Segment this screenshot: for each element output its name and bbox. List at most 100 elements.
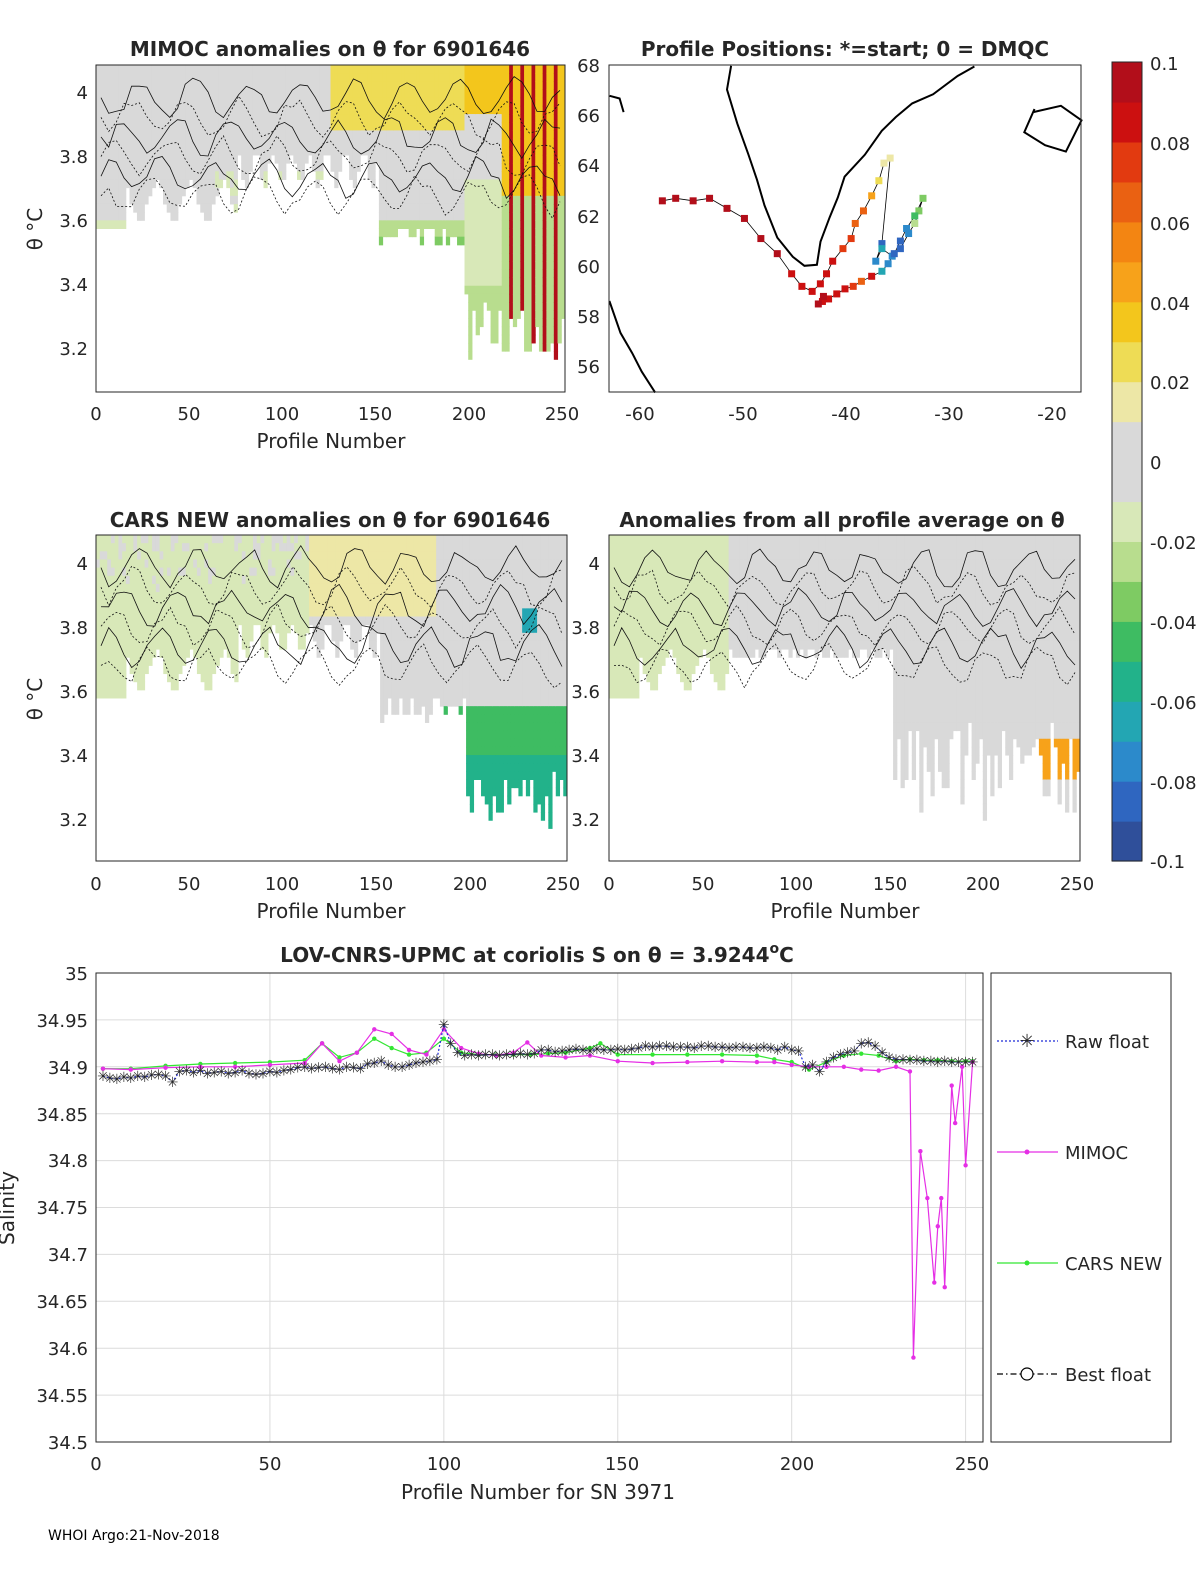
heatmap-cell: [544, 763, 549, 772]
heatmap-cell: [447, 592, 452, 601]
heatmap-cell: [99, 97, 104, 107]
heatmap-cell: [114, 689, 119, 699]
heatmap-cell: [404, 220, 410, 229]
heatmap-cell: [505, 203, 510, 213]
heatmap-cell: [438, 97, 443, 107]
heatmap-cell: [293, 73, 298, 82]
heatmap-cell: [540, 755, 546, 764]
heatmap-cell: [357, 567, 362, 577]
heatmap-cell: [443, 706, 448, 715]
heatmap-cell: [185, 65, 190, 74]
heatmap-cell: [495, 730, 501, 740]
heatmap-cell: [383, 575, 389, 585]
heatmap-cell: [308, 114, 313, 123]
heatmap-cell: [200, 657, 205, 666]
heatmap-cell: [483, 81, 488, 91]
heatmap-cell: [371, 130, 376, 140]
heatmap-cell: [498, 195, 503, 205]
heatmap-cell: [468, 73, 473, 82]
heatmap-cell: [471, 302, 477, 311]
heatmap-cell: [505, 334, 510, 344]
heatmap-cell: [428, 543, 433, 552]
heatmap-cell: [256, 122, 261, 131]
heatmap-cell: [417, 535, 422, 544]
heatmap-cell: [501, 261, 506, 270]
heatmap-cell: [178, 535, 183, 544]
heatmap-cell: [398, 640, 404, 650]
heatmap-cell: [434, 203, 439, 213]
heatmap-cell: [387, 657, 392, 666]
heatmap-cell: [507, 600, 512, 609]
heatmap-cell: [412, 65, 417, 74]
heatmap-cell: [475, 253, 480, 262]
heatmap-cell: [208, 535, 213, 544]
heatmap-cell: [245, 592, 250, 601]
heatmap-cell: [499, 567, 504, 577]
heatmap-cell: [148, 65, 153, 74]
heatmap-cell: [527, 220, 532, 229]
heatmap-cell: [244, 171, 250, 180]
heatmap-cell: [375, 105, 380, 115]
heatmap-cell: [447, 600, 452, 609]
heatmap-cell: [509, 163, 514, 172]
heatmap-cell: [204, 665, 209, 675]
heatmap-cell: [353, 551, 359, 560]
heatmap-cell: [309, 575, 314, 585]
heatmap-cell: [557, 244, 562, 254]
heatmap-cell: [542, 203, 547, 213]
heatmap-cell: [408, 187, 413, 197]
heatmap-cell: [524, 244, 529, 254]
heatmap-cell: [561, 179, 565, 189]
heatmap-cell: [483, 220, 488, 229]
heatmap-cell: [531, 220, 536, 229]
heatmap-cell: [524, 261, 529, 270]
heatmap-cell: [527, 236, 532, 246]
heatmap-cell: [163, 187, 168, 197]
heatmap-cell: [376, 543, 381, 552]
heatmap-cell: [122, 114, 127, 123]
heatmap-cell: [475, 285, 480, 295]
heatmap-cell: [96, 203, 101, 213]
heatmap-cell: [471, 65, 477, 74]
heatmap-cell: [529, 730, 534, 740]
heatmap-cell: [99, 130, 104, 140]
heatmap-cell: [533, 803, 538, 813]
heatmap-cell: [375, 138, 380, 148]
heatmap-cell: [468, 146, 473, 156]
heatmap-cell: [178, 543, 183, 552]
heatmap-cell: [473, 583, 478, 593]
profile-position-marker: [911, 219, 919, 227]
heatmap-cell: [125, 616, 131, 626]
heatmap-cell: [468, 195, 473, 205]
heatmap-cell: [341, 122, 346, 131]
heatmap-cell: [507, 730, 512, 740]
heatmap-cell: [445, 65, 451, 74]
heatmap-cell: [151, 81, 157, 91]
colorbar-fill: [1112, 62, 1142, 862]
heatmap-cell: [96, 681, 101, 691]
heatmap-cell: [349, 122, 354, 131]
heatmap-cell: [546, 195, 551, 205]
heatmap-cell: [413, 681, 418, 691]
heatmap-cell: [529, 698, 534, 707]
heatmap-cell: [509, 261, 514, 270]
heatmap-cell: [542, 318, 547, 328]
heatmap-cell: [166, 130, 171, 140]
heatmap-cell: [185, 535, 190, 544]
heatmap-cell: [503, 698, 508, 707]
heatmap-cell: [181, 114, 186, 123]
heatmap-cell: [505, 269, 510, 279]
heatmap-cell: [174, 559, 179, 569]
heatmap-cell: [462, 649, 467, 658]
heatmap-cell: [274, 65, 279, 74]
heatmap-cell: [99, 657, 104, 666]
heatmap-cell: [177, 114, 183, 123]
colorbar-segment: [1112, 261, 1142, 303]
colorbar-tick: 0.08: [1150, 134, 1190, 155]
heatmap-cell: [540, 592, 546, 601]
heatmap-cell: [473, 567, 478, 577]
heatmap-cell: [270, 105, 276, 115]
heatmap-cell: [376, 567, 381, 577]
heatmap-cell: [492, 535, 497, 544]
heatmap-cell: [372, 559, 377, 569]
